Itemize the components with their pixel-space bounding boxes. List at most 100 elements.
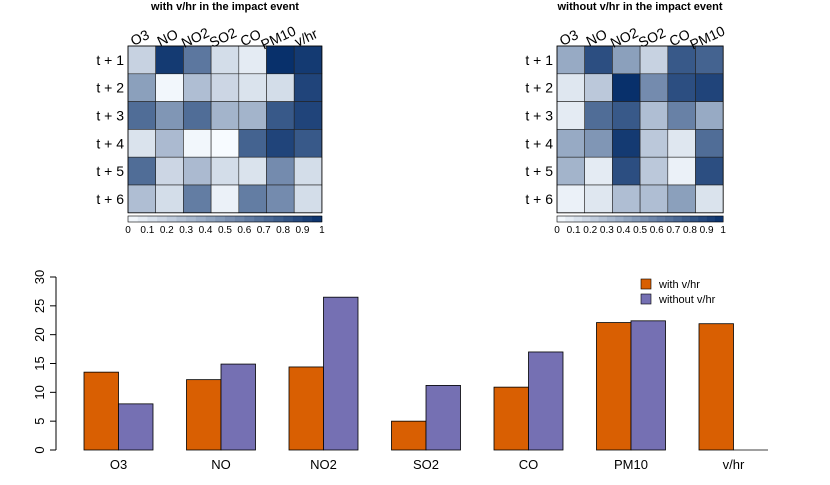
heatmap-cell <box>695 129 724 158</box>
heatmap-column-label: O3 <box>128 26 152 48</box>
heatmap-cell <box>183 129 212 158</box>
heatmap-cell <box>293 129 323 158</box>
bar <box>698 323 734 451</box>
bar <box>323 296 359 451</box>
heatmap-cell <box>667 156 696 186</box>
heatmap-cell <box>155 45 184 75</box>
heatmap-cell <box>667 101 696 130</box>
colorbar-tick-label: 0.4 <box>617 225 631 236</box>
colorbar-segment <box>565 216 574 222</box>
colorbar-segment <box>147 216 158 222</box>
colorbar-tick-label: 0.5 <box>218 225 232 236</box>
heatmap-cell <box>612 101 641 130</box>
legend-swatch <box>640 293 652 305</box>
colorbar-tick-label: 0.2 <box>583 225 597 236</box>
heatmap-cell <box>210 45 240 75</box>
heatmap-cell <box>266 129 295 158</box>
heatmap-cell <box>639 101 669 130</box>
heatmap-cell <box>238 184 267 214</box>
x-axis-tick-label: v/hr <box>723 457 745 472</box>
colorbar-tick-label: 0.1 <box>567 225 581 236</box>
heatmap-cell <box>127 156 157 186</box>
heatmap-cell <box>266 101 295 130</box>
colorbar-tick-label: 0.3 <box>179 225 193 236</box>
heatmap-cell <box>266 45 295 75</box>
colorbar-tick-label: 0.5 <box>633 225 647 236</box>
colorbar-segment <box>665 216 674 222</box>
y-axis-tick-label: 10 <box>32 385 47 399</box>
heatmap-cell <box>612 156 641 186</box>
heatmap-cell <box>183 73 212 102</box>
y-axis-tick-label: 20 <box>32 327 47 341</box>
colorbar-segment <box>166 216 177 222</box>
x-axis-tick-label: O3 <box>110 457 127 472</box>
heatmap-cell <box>127 184 157 214</box>
heatmap-cell <box>238 101 267 130</box>
heatmap-row-label: t + 5 <box>96 163 124 179</box>
heatmap-cell <box>639 45 669 75</box>
colorbar-segment <box>263 216 274 222</box>
heatmap-cell <box>667 45 696 75</box>
heatmap-cell <box>183 101 212 130</box>
colorbar-segment <box>292 216 303 222</box>
bar <box>288 366 324 451</box>
heatmap-cell <box>556 45 586 75</box>
heatmap-cell <box>155 101 184 130</box>
heatmap-cell <box>556 129 586 158</box>
bar <box>220 363 256 451</box>
heatmap-cell <box>639 73 669 102</box>
bar <box>493 386 529 451</box>
heatmap-frame <box>127 45 323 214</box>
heatmap-cell <box>183 184 212 214</box>
bar <box>83 371 119 451</box>
colorbar-segment <box>689 216 699 222</box>
heatmap-with-vhr: with v/hr in the impact event O3 NONO2SO2… <box>96 1 325 236</box>
y-axis-tick-label: 5 <box>32 418 47 425</box>
colorbar-tick-label: 0.8 <box>276 225 290 236</box>
colorbar-segment <box>186 216 197 222</box>
heatmap-cell <box>293 156 323 186</box>
colorbar-segment <box>557 216 566 222</box>
heatmap-cell <box>612 184 641 214</box>
heatmap-cell <box>584 45 613 75</box>
colorbar-segment <box>137 216 148 222</box>
heatmap-cell <box>667 73 696 102</box>
heatmap-cell <box>584 184 613 214</box>
colorbar-segment <box>254 216 265 222</box>
colorbar-segment <box>615 216 624 222</box>
heatmap-without-vhr: without v/hr in the impact event O3 NONO2… <box>525 1 727 236</box>
heatmap-row-label: t + 2 <box>96 80 124 96</box>
colorbar-segment <box>273 216 284 222</box>
heatmap-frame <box>556 45 724 214</box>
heatmap-cell <box>667 129 696 158</box>
colorbar-segment <box>312 216 323 222</box>
heatmap-cell <box>266 184 295 214</box>
colorbar-tick-label: 0.3 <box>600 225 614 236</box>
colorbar-segment <box>681 216 691 222</box>
heatmap-cell <box>695 156 724 186</box>
heatmap-cell <box>556 73 586 102</box>
heatmap-row-label: t + 2 <box>525 80 553 96</box>
colorbar-segment <box>581 216 591 222</box>
colorbar-segment <box>640 216 649 222</box>
heatmap-cell <box>556 101 586 130</box>
heatmap-cell <box>695 45 724 75</box>
heatmap-cell <box>155 156 184 186</box>
legend-swatch <box>640 278 652 290</box>
heatmap-row-label: t + 3 <box>96 108 124 124</box>
y-axis-tick-label: 25 <box>32 299 47 313</box>
heatmap-row-label: t + 1 <box>525 52 553 68</box>
colorbar-tick-label: 0.9 <box>700 225 714 236</box>
heatmap-cell <box>584 101 613 130</box>
heatmap-cell <box>584 156 613 186</box>
heatmap-cell <box>639 184 669 214</box>
colorbar-segment <box>205 216 216 222</box>
colorbar-segment <box>714 216 724 222</box>
colorbar-tick-label: 0.7 <box>257 225 271 236</box>
colorbar-tick-label: 0.8 <box>683 225 697 236</box>
heatmap-row-label: t + 3 <box>525 108 553 124</box>
heatmap-without-vhr-title: without v/hr in the impact event <box>556 1 722 13</box>
legend-label: without v/hr <box>658 294 716 306</box>
colorbar-tick-label: 0.1 <box>140 225 154 236</box>
